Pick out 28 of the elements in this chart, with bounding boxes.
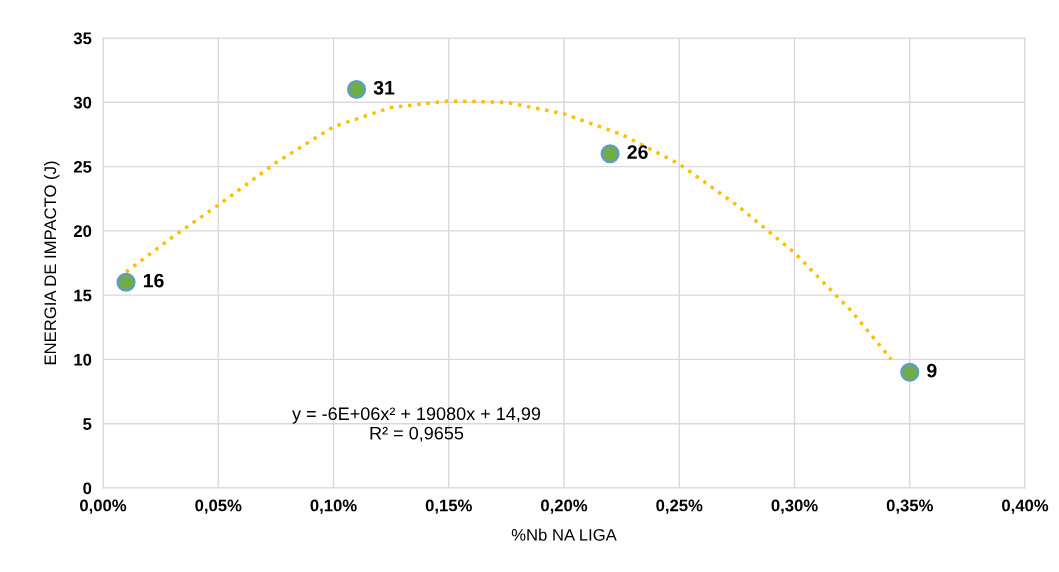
data-label: 31: [373, 80, 395, 95]
x-tick-label: 0,05%: [195, 499, 242, 514]
data-label: 16: [143, 273, 164, 288]
point: [600, 144, 620, 164]
data-label: 9: [927, 363, 937, 378]
y-tick-label: 30: [73, 96, 92, 109]
x-tick-label: 0,40%: [1002, 499, 1049, 514]
y-tick-label: 25: [73, 160, 92, 173]
y-tick-label: 0: [83, 482, 92, 495]
x-tick-label: 0,00%: [80, 499, 127, 514]
y-tick-label: 15: [74, 289, 92, 302]
y-tick-label: 35: [73, 32, 92, 45]
x-tick-label: 0,35%: [886, 499, 933, 514]
x-tick-label: 0,30%: [771, 499, 818, 514]
x-axis-title: %Nb NA LIGA: [511, 528, 617, 541]
y-tick-label: 5: [83, 418, 92, 430]
y-tick-label: 20: [73, 225, 92, 238]
x-tick-label: 0,15%: [425, 499, 472, 514]
x-tick-label: 0,10%: [310, 499, 357, 514]
y-tick-label: 10: [74, 353, 92, 366]
x-tick-label: 0,20%: [541, 499, 588, 514]
x-tick-label: 0,25%: [656, 499, 703, 514]
data-label: 26: [627, 145, 648, 159]
point: [116, 272, 136, 292]
point: [900, 362, 920, 382]
y-axis-title: ENERGIA DE IMPACTO (J): [43, 161, 60, 365]
point: [347, 79, 367, 99]
annotation: y = -6E+06x² + 19080x + 14,99 R² = 0,9655: [292, 407, 541, 442]
